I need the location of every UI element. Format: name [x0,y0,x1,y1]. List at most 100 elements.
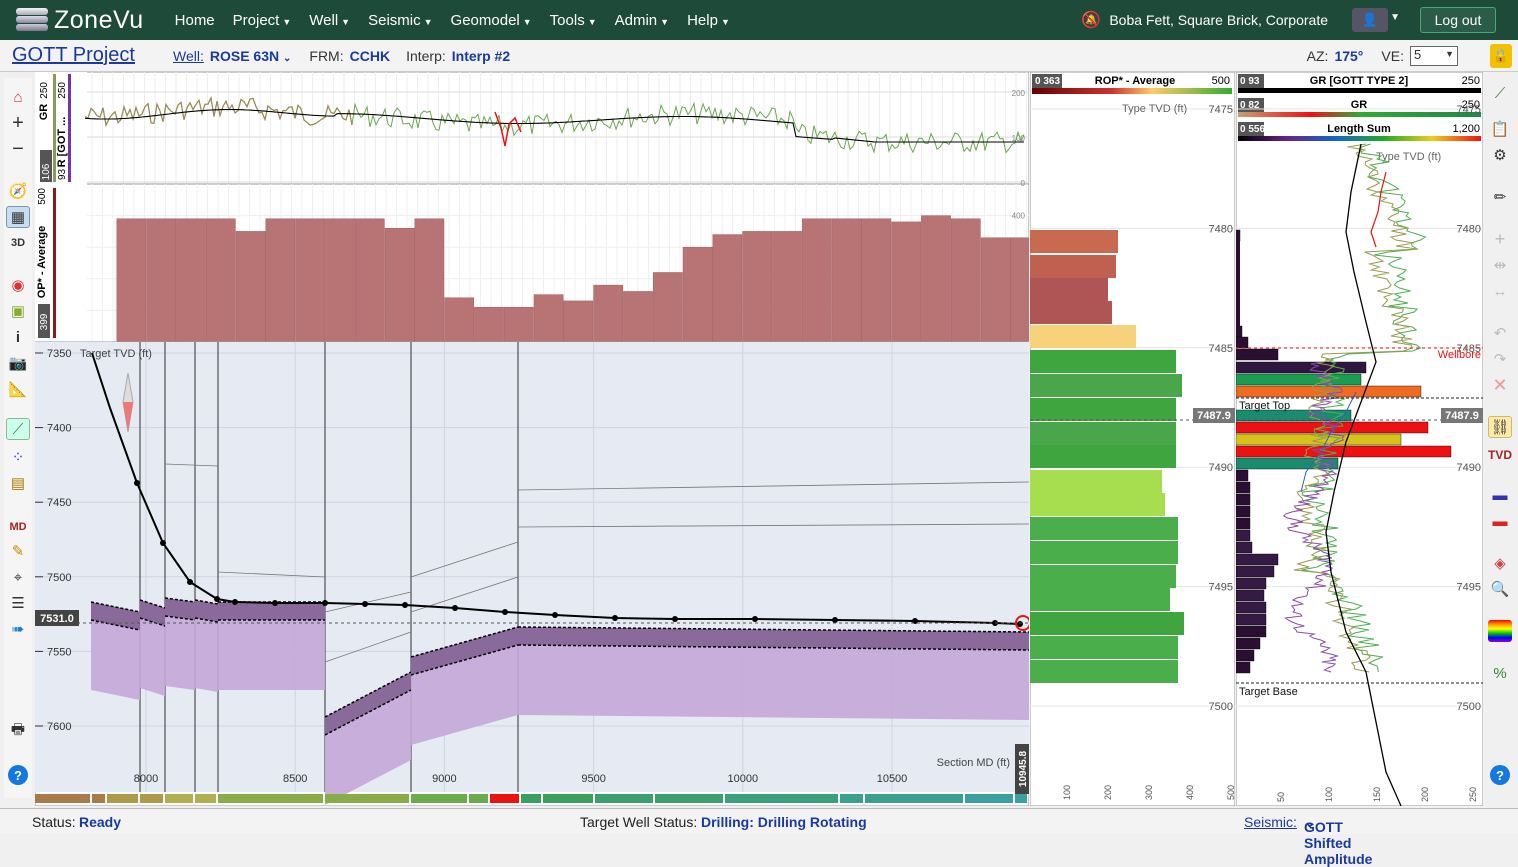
type-rop-bar [1030,422,1176,445]
menu-home[interactable]: Home [174,11,215,29]
project-title[interactable]: GOTT Project [12,44,135,66]
arrow-right-icon[interactable]: ➠ [11,621,25,638]
layers-icon[interactable]: ▣ [10,303,26,320]
user-menu[interactable]: 🔕 Boba Fett, Square Brick, Corporate [1081,0,1328,40]
type-rop-bar [1030,517,1178,540]
menu-project[interactable]: Project ▼ [232,11,292,29]
ruler-icon[interactable]: 📐 [8,381,28,398]
type-rop-bar [1030,565,1176,588]
md-tick: 8000 [134,773,158,785]
home-icon[interactable]: ⌂ [13,88,23,106]
menu-admin[interactable]: Admin ▼ [614,11,670,29]
survey-point [502,609,508,615]
color-scale-icon[interactable] [1488,620,1512,642]
lock-icon[interactable]: 🔒 [1490,44,1512,68]
type-rop-track[interactable]: 0 363 ROP* - Average 500 7475 7480 7485 7490 74… [1030,72,1235,806]
split-icon[interactable]: ⇹ [1493,257,1507,274]
menu-seismic[interactable]: Seismic ▼ [368,11,433,29]
seismic-select[interactable]: GOTT Shifted Amplitude ⌄ [1304,814,1373,867]
formation-strip-segment [521,794,541,803]
formation-strip-segment [543,794,593,803]
formation-strip-segment [218,794,323,803]
grid-view-icon[interactable]: ▦ [6,206,30,228]
menu-well[interactable]: Well ▼ [309,11,351,29]
zone-base-line [164,615,196,621]
target-icon[interactable]: ◉ [11,277,25,294]
resize-icon[interactable]: ↔ [1492,282,1508,300]
app-logo[interactable]: ZoneVu [16,6,144,35]
unlink-icon[interactable]: ⛓ [1488,416,1512,438]
add-icon[interactable]: + [1494,228,1506,249]
info-icon[interactable]: i [15,328,21,346]
rop-bar [682,246,713,343]
compass-icon[interactable]: 🧭 [8,183,28,200]
zoom-in-icon[interactable]: + [12,111,24,134]
well-path-icon[interactable]: ⟋ [6,418,30,440]
pencil-icon[interactable]: ✎ [11,543,25,560]
marker-icon[interactable]: ◈ [1494,555,1506,572]
percent-icon[interactable]: % [1493,664,1507,682]
gr-color-bar [53,74,56,182]
points-icon[interactable]: ⁘ [11,449,25,466]
bit-marker [1015,615,1029,631]
rop-bar [563,300,594,343]
zoom-out-icon[interactable]: − [12,137,24,160]
type-gr-blue-curve [1300,391,1357,493]
type-gr-depth-badge-bg [1441,408,1483,423]
compass-needle-south [123,402,133,432]
help-icon[interactable]: ? [6,764,30,786]
record-icon[interactable]: ▬ [1492,512,1508,530]
clipboard-icon[interactable]: 📋 [1490,121,1510,138]
seismic-label[interactable]: Seismic: [1244,814,1297,830]
fault-icon[interactable]: ▤ [10,475,26,492]
well-path-icon[interactable]: ⟋ [1494,84,1506,102]
type-gr-tick: 7495 [1457,582,1481,594]
formation-strip-segment [595,794,653,803]
top-navbar: ZoneVu Home Project ▼ Well ▼ Seismic ▼ Geomodel… [0,0,1518,40]
tvd-toggle-icon[interactable]: TVD [1488,448,1512,462]
horizon-line [164,463,219,467]
type-gr-track[interactable]: 0 93 GR [GOTT TYPE 2] 250 0 82 GR 250 0 556 Len… [1236,72,1483,806]
lines-icon[interactable]: ☰ [11,595,25,612]
formation-strip-segment [865,794,963,803]
type-rop-tick: 7475 [1209,104,1233,116]
interp-value[interactable]: Interp #2 [451,47,511,64]
pencil-icon[interactable]: ✏ [1493,189,1507,206]
type-gr-label: GR [1351,99,1368,111]
rop-bar [146,218,177,343]
section-bg [87,342,1029,792]
formation-strip-segment [35,794,90,803]
close-icon[interactable]: ✕ [1492,374,1508,395]
menu-tools[interactable]: Tools ▼ [549,11,597,29]
menu-geomodel[interactable]: Geomodel ▼ [450,11,532,29]
formation-strip-segment [140,794,163,803]
rop-badge-bg [38,304,50,338]
notifications-off-icon[interactable]: 🔕 [1081,12,1102,29]
md-tick: 10000 [728,773,759,785]
print-icon[interactable]: 🖶 [10,720,26,738]
logout-button[interactable]: Log out [1420,7,1496,33]
redo-icon[interactable]: ↷ [1493,351,1507,368]
pick-icon[interactable]: ⌖ [13,568,23,586]
type-rop-x-tick: 200 [1103,785,1113,800]
gear-icon[interactable]: ⚙ [1493,147,1507,164]
rop-bar [414,218,445,343]
search-icon[interactable]: 🔍 [1490,581,1510,598]
menu-help[interactable]: Help ▼ [687,11,730,29]
camera-icon[interactable]: 📷 [8,355,28,372]
tvd-tick: 7600 [47,721,71,733]
well-label[interactable]: Well: [173,47,204,64]
type-rop-bar [1030,470,1162,493]
type-rop-badge-bg [1032,74,1062,88]
avatar[interactable]: 👤 [1352,8,1388,32]
ve-select[interactable]: 5 ▼ [1410,46,1458,66]
rop-bar [772,231,802,343]
chevron-down-icon[interactable]: ▼ [1390,12,1400,23]
well-select[interactable]: ROSE 63N ⌄ [209,47,292,64]
help-icon[interactable]: ? [1488,764,1512,786]
md-toggle-icon[interactable]: MD [9,521,27,533]
3d-view-icon[interactable]: 3D [10,237,26,249]
bars-icon[interactable]: ▬ [1492,486,1508,504]
undo-icon[interactable]: ↶ [1493,325,1507,342]
